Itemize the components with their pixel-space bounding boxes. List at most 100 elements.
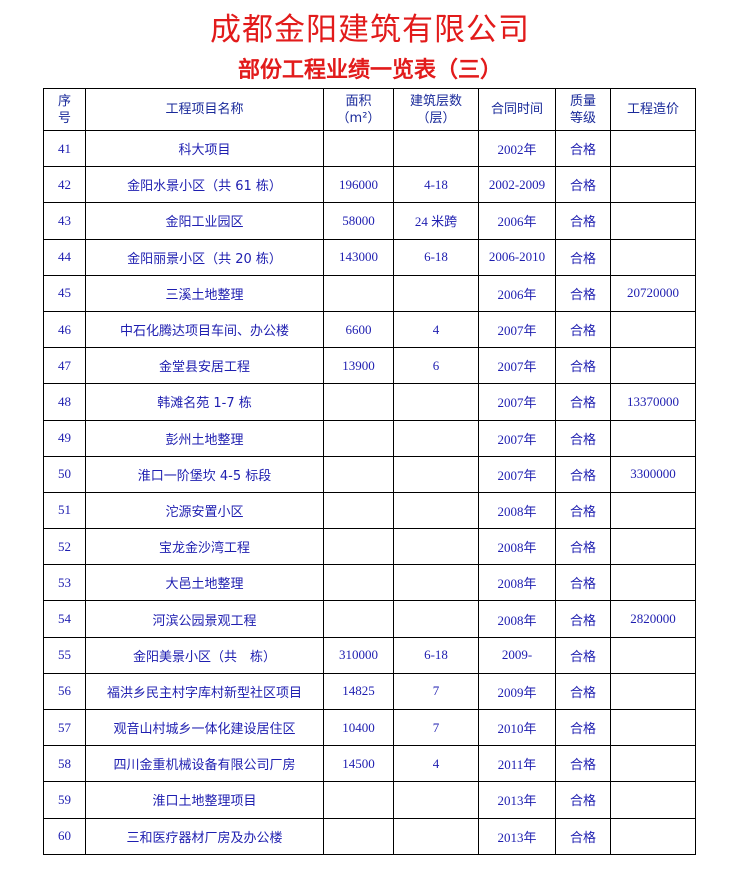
- cell-area: 13900: [323, 347, 394, 385]
- cell-seq: 59: [43, 781, 86, 819]
- cell-grade: 合格: [555, 310, 611, 349]
- cell-name: 三溪土地整理: [85, 274, 324, 312]
- cell-cost: [610, 817, 696, 855]
- cell-seq: 47: [43, 347, 86, 385]
- cell-floors: 6-18: [393, 636, 479, 674]
- company-title: 成都金阳建筑有限公司: [210, 12, 530, 48]
- col-header-floors-line2: （层）: [416, 110, 456, 126]
- cell-name: 科大项目: [85, 129, 324, 168]
- project-table: 序号 工程项目名称 面积 （m²） 建筑层数 （层） 合同时间 质量 等级 工程造价 …: [43, 88, 696, 855]
- cell-name: 金阳水景小区（共 61 栋）: [85, 166, 324, 204]
- cell-cost: 3300000: [610, 455, 696, 493]
- cell-seq: 51: [43, 491, 86, 530]
- cell-floors: 24 米跨: [393, 202, 479, 240]
- cell-seq: 46: [43, 310, 86, 349]
- table-row: 53 大邑土地整理 2008年 合格: [43, 564, 696, 602]
- cell-name: 金阳美景小区（共 栋）: [85, 636, 324, 674]
- cell-grade: 合格: [555, 708, 611, 747]
- cell-cost: [610, 491, 696, 530]
- cell-cost: [610, 781, 696, 819]
- cell-date: 2007年: [478, 419, 556, 457]
- cell-seq: 60: [43, 817, 86, 855]
- cell-grade: 合格: [555, 419, 611, 457]
- cell-cost: [610, 166, 696, 204]
- cell-name: 金堂县安居工程: [85, 347, 324, 385]
- cell-floors: [393, 528, 479, 566]
- col-header-date: 合同时间: [478, 88, 556, 131]
- table-row: 45 三溪土地整理 2006年 合格 20720000: [43, 274, 696, 312]
- cell-grade: 合格: [555, 166, 611, 204]
- cell-seq: 44: [43, 238, 86, 276]
- cell-area: 143000: [323, 238, 394, 276]
- table-row: 44 金阳丽景小区（共 20 栋） 143000 6-18 2006-2010 合格: [43, 238, 696, 276]
- cell-floors: [393, 781, 479, 819]
- cell-floors: [393, 455, 479, 493]
- cell-area: [323, 491, 394, 530]
- cell-seq: 58: [43, 745, 86, 783]
- cell-cost: 13370000: [610, 383, 696, 421]
- col-header-floors-line1: 建筑层数: [409, 93, 462, 109]
- cell-floors: [393, 564, 479, 602]
- cell-cost: [610, 708, 696, 747]
- col-header-grade-line1: 质量: [569, 93, 596, 109]
- cell-floors: [393, 600, 479, 638]
- cell-floors: [393, 491, 479, 530]
- cell-grade: 合格: [555, 274, 611, 312]
- table-row: 52 宝龙金沙湾工程 2008年 合格: [43, 528, 696, 566]
- cell-cost: [610, 564, 696, 602]
- col-header-seq: 序号: [43, 88, 86, 131]
- cell-area: 58000: [323, 202, 394, 240]
- cell-seq: 56: [43, 672, 86, 711]
- cell-name: 金阳工业园区: [85, 202, 324, 240]
- col-header-area-line1: 面积: [345, 93, 372, 109]
- cell-cost: [610, 310, 696, 349]
- table-row: 50 淮口一阶堡坎 4-5 标段 2007年 合格 3300000: [43, 455, 696, 493]
- cell-area: [323, 383, 394, 421]
- cell-grade: 合格: [555, 129, 611, 168]
- table-row: 42 金阳水景小区（共 61 栋） 196000 4-18 2002-2009 合格: [43, 166, 696, 204]
- cell-seq: 54: [43, 600, 86, 638]
- cell-grade: 合格: [555, 817, 611, 855]
- cell-date: 2008年: [478, 600, 556, 638]
- cell-cost: 20720000: [610, 274, 696, 312]
- cell-floors: [393, 274, 479, 312]
- cell-seq: 57: [43, 708, 86, 747]
- cell-floors: [393, 817, 479, 855]
- cell-cost: [610, 419, 696, 457]
- cell-seq: 52: [43, 528, 86, 566]
- cell-seq: 50: [43, 455, 86, 493]
- cell-floors: [393, 129, 479, 168]
- cell-grade: 合格: [555, 600, 611, 638]
- cell-floors: 7: [393, 708, 479, 747]
- cell-area: [323, 528, 394, 566]
- cell-seq: 48: [43, 383, 86, 421]
- cell-date: 2009-: [478, 636, 556, 674]
- cell-area: 14825: [323, 672, 394, 711]
- col-header-floors: 建筑层数 （层）: [393, 88, 479, 131]
- cell-grade: 合格: [555, 564, 611, 602]
- cell-name: 四川金重机械设备有限公司厂房: [85, 745, 324, 783]
- cell-area: [323, 129, 394, 168]
- cell-date: 2006年: [478, 274, 556, 312]
- cell-seq: 41: [43, 129, 86, 168]
- cell-grade: 合格: [555, 202, 611, 240]
- cell-date: 2002-2009: [478, 166, 556, 204]
- col-header-grade: 质量 等级: [555, 88, 611, 131]
- cell-area: [323, 781, 394, 819]
- cell-name: 三和医疗器材厂房及办公楼: [85, 817, 324, 855]
- cell-seq: 43: [43, 202, 86, 240]
- cell-area: [323, 564, 394, 602]
- cell-seq: 42: [43, 166, 86, 204]
- cell-date: 2013年: [478, 781, 556, 819]
- cell-floors: 6: [393, 347, 479, 385]
- table-row: 54 河滨公园景观工程 2008年 合格 2820000: [43, 600, 696, 638]
- cell-cost: [610, 636, 696, 674]
- cell-date: 2011年: [478, 745, 556, 783]
- cell-grade: 合格: [555, 636, 611, 674]
- cell-grade: 合格: [555, 781, 611, 819]
- table-body: 41 科大项目 2002年 合格 42 金阳水景小区（共 61 栋） 196000 4-18 2…: [43, 129, 696, 855]
- col-header-grade-line2: 等级: [569, 110, 596, 126]
- cell-seq: 55: [43, 636, 86, 674]
- cell-name: 金阳丽景小区（共 20 栋）: [85, 238, 324, 276]
- cell-seq: 53: [43, 564, 86, 602]
